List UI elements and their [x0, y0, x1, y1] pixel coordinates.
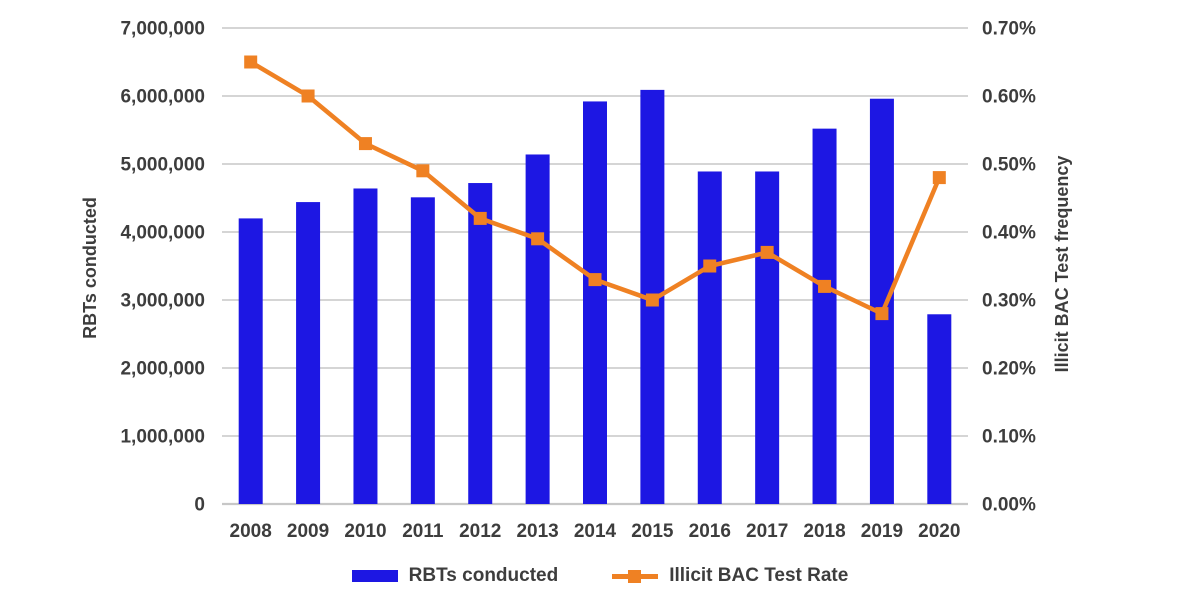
- rate-marker-2014: [588, 273, 602, 287]
- legend-item-bac-rate: Illicit BAC Test Rate: [612, 565, 848, 587]
- rate-marker-2018: [818, 279, 832, 293]
- left-axis-tick: 2,000,000: [120, 359, 205, 380]
- bar-swatch-icon: [351, 570, 398, 582]
- rate-marker-2015: [645, 293, 659, 307]
- left-axis-tick: 6,000,000: [120, 87, 205, 108]
- x-axis-tick: 2013: [516, 521, 558, 542]
- bar-2008: [238, 218, 263, 504]
- right-axis-tick: 0.50%: [982, 155, 1036, 176]
- right-axis-tick: 0.30%: [982, 291, 1036, 312]
- bar-2013: [525, 154, 550, 505]
- rate-marker-2012: [473, 211, 487, 225]
- square-marker-icon: [628, 569, 642, 583]
- rate-marker-2008: [244, 55, 258, 69]
- bar-2014: [583, 101, 607, 504]
- left-axis-tick: 7,000,000: [120, 19, 205, 40]
- legend-item-rbts-conducted: RBTs conducted: [351, 565, 559, 587]
- legend-label-rbts-conducted: RBTs conducted: [408, 565, 559, 586]
- bar-2019: [869, 98, 894, 504]
- left-axis-tick: 3,000,000: [120, 291, 205, 312]
- right-axis-tick: 0.40%: [982, 223, 1036, 244]
- x-axis-tick: 2008: [230, 521, 272, 542]
- x-axis-tick: 2017: [746, 521, 788, 542]
- bar-2009: [296, 202, 321, 504]
- left-axis-tick: 1,000,000: [120, 427, 205, 448]
- bar-2016: [697, 171, 722, 505]
- rate-marker-2011: [416, 164, 430, 178]
- x-axis-tick: 2015: [631, 521, 674, 542]
- left-axis-title: RBTs conducted: [80, 197, 100, 339]
- right-axis-tick: 0.60%: [982, 87, 1036, 108]
- rate-marker-2019: [875, 307, 889, 321]
- rate-marker-2009: [301, 89, 315, 103]
- x-axis-tick: 2020: [918, 521, 960, 542]
- rate-marker-2016: [703, 259, 717, 273]
- right-axis-tick: 0.70%: [982, 19, 1036, 40]
- x-axis-tick: 2009: [287, 521, 329, 542]
- left-axis-tick: 0: [194, 495, 205, 516]
- x-axis-tick: 2019: [861, 521, 903, 542]
- x-axis-tick: 2012: [459, 521, 501, 542]
- bar-2017: [755, 171, 780, 505]
- left-axis-tick: 4,000,000: [120, 223, 205, 244]
- right-axis-tick: 0.10%: [982, 427, 1036, 448]
- right-axis-title: Illicit BAC Test frequency: [1052, 156, 1072, 373]
- bar-2012: [468, 183, 493, 505]
- bar-2011: [410, 197, 435, 504]
- rate-marker-2010: [358, 137, 372, 151]
- left-axis-tick: 5,000,000: [120, 155, 205, 176]
- rate-marker-2017: [760, 245, 774, 259]
- bar-2020: [927, 314, 952, 504]
- rate-marker-2020: [932, 171, 946, 185]
- bar-2010: [353, 188, 378, 505]
- legend-label-bac-rate: Illicit BAC Test Rate: [669, 565, 849, 586]
- right-axis-tick: 0.20%: [982, 359, 1036, 380]
- x-axis-tick: 2014: [574, 521, 617, 542]
- x-axis-tick: 2010: [344, 521, 386, 542]
- rate-marker-2013: [531, 232, 545, 246]
- x-axis-tick: 2016: [689, 521, 731, 542]
- x-axis-tick: 2011: [402, 521, 444, 542]
- x-axis-tick: 2018: [803, 521, 845, 542]
- right-axis-tick: 0.00%: [982, 495, 1036, 516]
- chart-legend: RBTs conducted Illicit BAC Test Rate: [0, 560, 1200, 592]
- line-marker-swatch-icon: [612, 569, 659, 583]
- bar-2018: [812, 128, 837, 504]
